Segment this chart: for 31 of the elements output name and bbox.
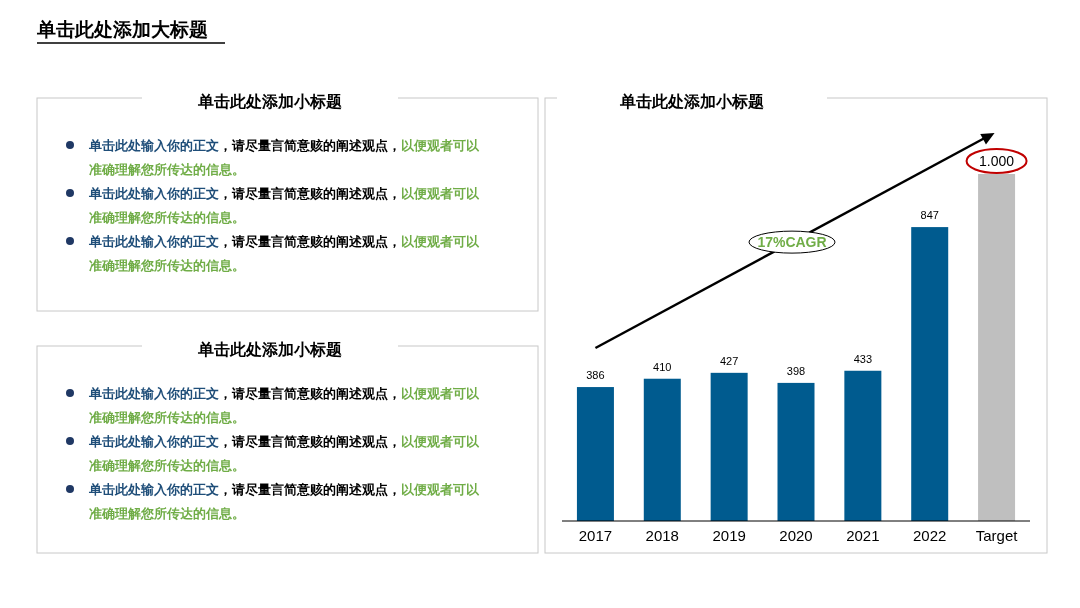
chart-title: 单击此处添加小标题 (619, 93, 764, 110)
data-label: 386 (586, 369, 605, 382)
data-label: 1.000 (979, 153, 1015, 169)
x-tick-label: 2017 (578, 527, 613, 544)
x-tick-label: 2021 (846, 527, 880, 544)
text: 单击此处输入你的正文，请尽量言简意赅的阐述观点，以便观者可以准确理解您所传达的信息。 (89, 482, 479, 521)
x-tick-label: 2022 (913, 527, 947, 544)
annotation: 17%CAGR (757, 234, 827, 251)
data-label: 427 (719, 354, 739, 367)
bar (576, 387, 614, 521)
data-label: 847 (920, 209, 939, 222)
x-tick-label: Target (975, 527, 1019, 544)
data-label: 433 (853, 352, 873, 365)
bar (844, 370, 882, 521)
bar (911, 227, 949, 521)
text: 单击此处输入你的正文，请尽量言简意赅的阐述观点，以便观者可以准确理解您所传达的信息。 (89, 138, 479, 177)
x-tick-label: 2018 (645, 527, 679, 544)
bar (710, 372, 748, 521)
text: 单击此处添加小标题 (197, 93, 342, 110)
data-label: 410 (653, 360, 672, 373)
text: 单击此处添加小标题 (197, 341, 342, 358)
x-tick-label: 2020 (779, 527, 813, 544)
text: 单击此处输入你的正文，请尽量言简意赅的阐述观点，以便观者可以准确理解您所传达的信息。 (89, 434, 479, 473)
x-tick-label: 2019 (712, 527, 746, 544)
text: 单击此处输入你的正文，请尽量言简意赅的阐述观点，以便观者可以准确理解您所传达的信息。 (89, 186, 479, 225)
text: 单击此处输入你的正文，请尽量言简意赅的阐述观点，以便观者可以准确理解您所传达的信息。 (89, 386, 479, 425)
bar (643, 378, 681, 521)
bar (777, 382, 815, 521)
data-label: 398 (786, 364, 806, 377)
text: 单击此处添加大标题 (36, 19, 208, 40)
text: 单击此处输入你的正文，请尽量言简意赅的阐述观点，以便观者可以准确理解您所传达的信息。 (89, 234, 479, 273)
